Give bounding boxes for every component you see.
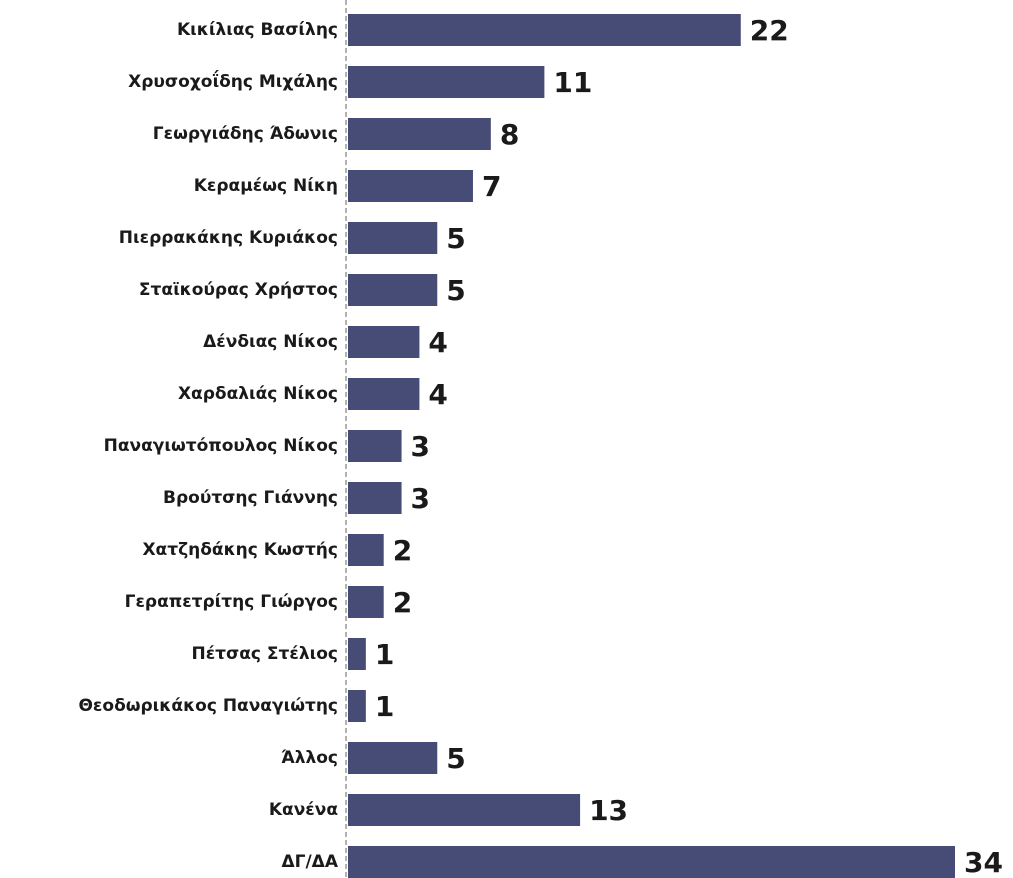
value-label: 34 [964,846,1003,878]
value-label: 8 [500,118,519,151]
category-label: Κανένα [269,800,338,820]
category-label: Άλλος [281,748,338,768]
value-label: 5 [446,274,465,307]
value-label: 3 [411,430,430,463]
bar [348,66,545,98]
category-label: Χατζηδάκης Κωστής [142,540,338,560]
bar [348,638,366,670]
bar [348,534,384,566]
category-label: Πέτσας Στέλιος [191,644,338,664]
category-label: Κεραμέως Νίκη [194,176,338,196]
bar [348,274,438,306]
bar [348,14,741,46]
value-label: 13 [589,794,628,827]
bar [348,742,438,774]
value-label: 1 [375,690,394,723]
bar [348,430,402,462]
category-label: Πιερρακάκης Κυριάκος [119,228,338,248]
bar [348,482,402,514]
category-label: Γεωργιάδης Άδωνις [153,124,338,144]
category-label: Παναγιωτόπουλος Νίκος [104,436,338,456]
category-label: Γεραπετρίτης Γιώργος [125,592,338,612]
value-label: 3 [411,482,430,515]
bar [348,326,420,358]
value-label: 4 [428,326,447,359]
category-label: Θεοδωρικάκος Παναγιώτης [78,696,338,716]
bar [348,586,384,618]
value-label: 4 [428,378,447,411]
value-label: 1 [375,638,394,671]
category-label: Βρούτσης Γιάννης [163,488,338,508]
bar [348,794,581,826]
bar [348,378,420,410]
value-label: 11 [553,66,592,99]
value-label: 2 [393,586,412,619]
bar [348,690,366,722]
category-label: Σταϊκούρας Χρήστος [139,280,338,300]
bar [348,222,438,254]
value-label: 2 [393,534,412,567]
category-label: Κικίλιας Βασίλης [177,20,338,40]
bar [348,170,473,202]
category-label: Χαρδαλιάς Νίκος [178,384,338,404]
bar [348,118,491,150]
value-label: 7 [482,170,501,203]
value-label: 5 [446,742,465,775]
value-label: 5 [446,222,465,255]
category-label: ΔΓ/ΔΑ [281,852,338,872]
value-label: 22 [750,14,789,47]
bar [348,846,955,878]
category-label: Χρυσοχοΐδης Μιχάλης [128,69,338,92]
category-label: Δένδιας Νίκος [203,332,338,352]
